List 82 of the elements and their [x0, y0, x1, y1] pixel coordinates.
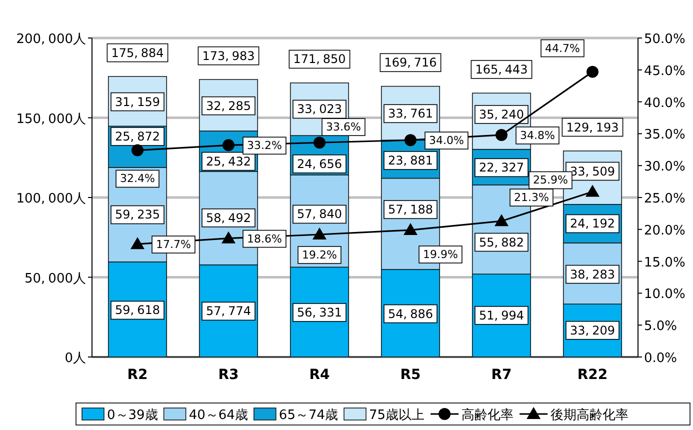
data-label: 59,235 [115, 208, 160, 222]
data-label: 25,432 [206, 154, 251, 168]
data-label: 17.7% [156, 238, 191, 252]
data-label: 31,159 [115, 94, 160, 109]
point [314, 136, 326, 149]
data-label: 44.7% [545, 42, 580, 55]
data-label: 54,886 [388, 306, 433, 321]
y2-tick-label: 0.0% [644, 351, 678, 366]
legend-label: 40～64歳 [188, 408, 248, 423]
x-tick-label: R5 [400, 367, 421, 383]
point [494, 214, 508, 226]
point [312, 228, 326, 240]
total-label: 173,983 [202, 48, 255, 63]
legend-label: 高齢化率 [462, 407, 514, 423]
legend-label: 後期高齢化率 [550, 407, 629, 423]
data-label: 34.0% [429, 134, 464, 148]
point [222, 231, 236, 244]
data-label: 38,283 [570, 267, 615, 282]
data-label: 51,994 [479, 308, 524, 322]
y2-tick-label: 5.0% [644, 319, 678, 334]
y2-tick-label: 35.0% [644, 128, 686, 143]
total-label: 165,443 [475, 62, 528, 76]
data-label: 35,240 [479, 107, 524, 122]
data-label: 25.9% [533, 174, 568, 187]
point [404, 134, 416, 146]
x-tick-label: R4 [309, 367, 330, 383]
data-label: 22,327 [479, 160, 524, 175]
data-label: 25,872 [115, 129, 160, 144]
data-label: 33,209 [570, 323, 615, 338]
data-label: 59,618 [115, 303, 160, 318]
y2-tick-label: 15.0% [644, 255, 686, 270]
x-tick-label: R22 [577, 367, 608, 383]
legend-label: 65～74歳 [278, 408, 338, 423]
data-label: 58,492 [206, 210, 251, 225]
data-label: 24,192 [570, 216, 615, 231]
x-tick-label: R2 [127, 367, 148, 383]
y2-tick-label: 40.0% [644, 96, 686, 111]
data-label: 32.4% [120, 172, 155, 186]
point [222, 139, 234, 152]
data-label: 57,774 [206, 304, 251, 318]
y-tick-label: 100,000人 [16, 192, 86, 206]
total-label: 169,716 [384, 56, 437, 70]
y2-tick-label: 45.0% [644, 64, 686, 79]
data-label: 33,023 [297, 102, 342, 116]
y-tick-label: 150,000人 [16, 112, 86, 127]
data-label: 18.6% [247, 232, 282, 246]
data-label: 56,331 [297, 305, 342, 320]
point [132, 144, 144, 156]
point [404, 223, 418, 236]
data-label: 33,761 [388, 106, 433, 121]
total-label: 171,850 [293, 52, 346, 66]
data-label: 24,656 [297, 156, 342, 171]
y2-tick-label: 20.0% [644, 223, 686, 238]
y2-tick-label: 25.0% [644, 192, 686, 206]
data-label: 33.6% [326, 120, 361, 134]
y2-tick-label: 30.0% [644, 160, 686, 175]
point [496, 128, 508, 141]
total-label: 129,193 [566, 120, 619, 134]
y-tick-label: 200,000人 [16, 32, 86, 47]
data-label: 23,881 [388, 153, 433, 168]
legend-label: 75歳以上 [369, 408, 425, 423]
point [130, 237, 144, 250]
point [586, 184, 600, 197]
data-label: 33.2% [247, 139, 282, 152]
data-label: 33,509 [570, 164, 615, 178]
y-tick-label: 0人 [64, 351, 86, 366]
data-label: 57,188 [388, 202, 433, 217]
data-label: 32,285 [206, 98, 251, 113]
point [586, 66, 598, 78]
data-label: 19.2% [302, 248, 337, 262]
data-label: 34.8% [520, 128, 555, 142]
legend-label: 0～39歳 [107, 408, 158, 423]
data-label: 21.3% [514, 191, 549, 204]
y2-tick-label: 10.0% [644, 287, 686, 302]
x-tick-label: R7 [491, 367, 512, 383]
y-tick-label: 50,000人 [24, 271, 86, 286]
x-tick-label: R3 [218, 367, 239, 383]
data-label: 57,840 [297, 207, 342, 222]
y2-tick-label: 50.0% [644, 32, 686, 47]
total-label: 175,884 [111, 46, 164, 60]
data-label: 55,882 [479, 235, 524, 250]
data-label: 19.9% [423, 248, 458, 261]
